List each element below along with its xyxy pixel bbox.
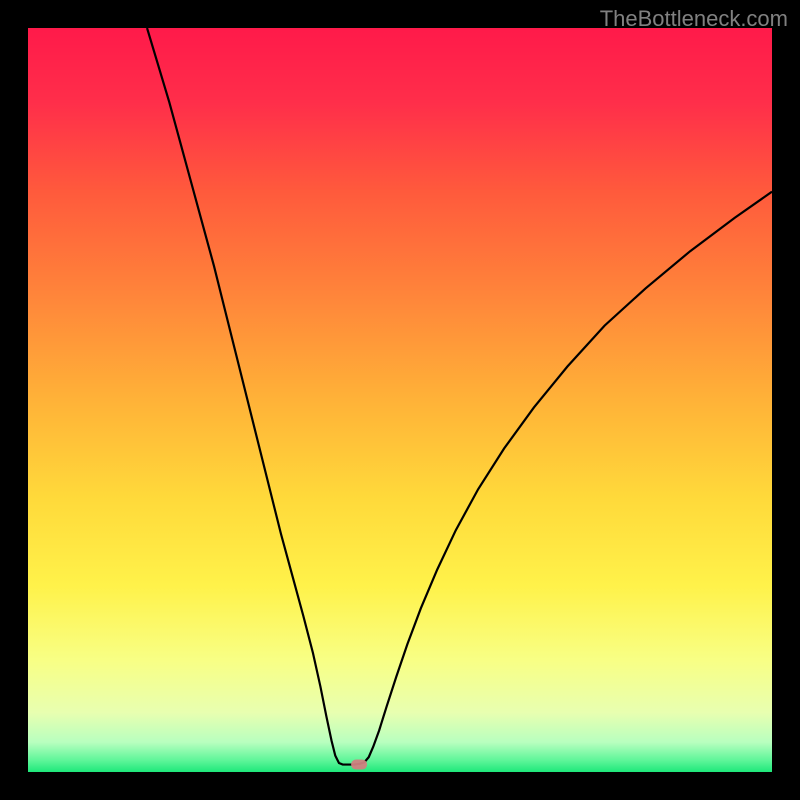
optimum-marker — [351, 760, 367, 770]
watermark-text: TheBottleneck.com — [600, 6, 788, 32]
chart-plot-background — [28, 28, 772, 772]
bottleneck-chart-stage: TheBottleneck.com — [0, 0, 800, 800]
bottleneck-chart-svg — [0, 0, 800, 800]
